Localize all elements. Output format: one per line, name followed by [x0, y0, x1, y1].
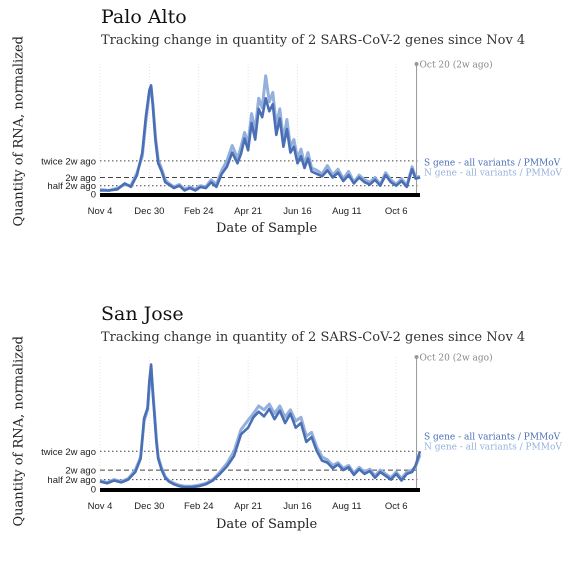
x-tick-label: Nov 4 [88, 206, 113, 217]
y-tick-label: 2w ago [65, 466, 96, 477]
x-axis-label: Date of Sample [216, 221, 318, 236]
x-tick-label: Aug 11 [332, 501, 361, 512]
chart-title: San Jose [101, 303, 184, 325]
chart-panel-san-jose: San Jose Tracking change in quantity of … [0, 297, 564, 567]
y-tick-label: 0 [91, 190, 96, 201]
x-tick-label: Oct 6 [385, 206, 408, 217]
chart-subtitle: Tracking change in quantity of 2 SARS-Co… [101, 33, 526, 48]
x-tick-label: Apr 21 [234, 206, 262, 217]
x-tick-label: Dec 30 [134, 206, 164, 217]
x-tick-label: Oct 6 [385, 501, 408, 512]
chart-title: Palo Alto [101, 6, 187, 28]
chart-subtitle: Tracking change in quantity of 2 SARS-Co… [101, 330, 526, 345]
y-tick-label: 2w ago [65, 173, 96, 184]
y-tick-label: half 2w ago [47, 181, 96, 192]
y-tick-label: 0 [91, 485, 96, 496]
x-tick-label: Nov 4 [88, 501, 113, 512]
s-gene-line [99, 363, 422, 489]
legend-n-gene: N gene - all variants / PMMoV [424, 442, 562, 452]
marker-dot [414, 62, 419, 66]
x-tick-label: Jun 16 [283, 206, 312, 217]
x-tick-label: Jun 16 [283, 501, 312, 512]
y-tick-label: half 2w ago [47, 475, 96, 486]
s-gene-line [100, 84, 421, 192]
x-axis-label: Date of Sample [216, 517, 318, 532]
legend-n-gene: N gene - all variants / PMMoV [424, 168, 562, 178]
x-tick-label: Aug 11 [332, 206, 361, 217]
legend-s-gene: S gene - all variants / PMMoV [424, 432, 561, 442]
x-tick-label: Feb 24 [184, 501, 214, 512]
x-tick-label: Feb 24 [184, 206, 214, 217]
y-tick-label: twice 2w ago [41, 447, 96, 458]
x-tick-label: Dec 30 [134, 501, 164, 512]
x-tick-label: Apr 21 [234, 501, 262, 512]
marker-label: Oct 20 (2w ago) [420, 353, 493, 364]
chart-panel-palo-alto: Palo Alto Tracking change in quantity of… [0, 0, 564, 270]
y-tick-label: twice 2w ago [41, 156, 96, 167]
marker-dot [414, 355, 419, 359]
legend-s-gene: S gene - all variants / PMMoV [424, 158, 561, 168]
marker-label: Oct 20 (2w ago) [420, 60, 493, 71]
